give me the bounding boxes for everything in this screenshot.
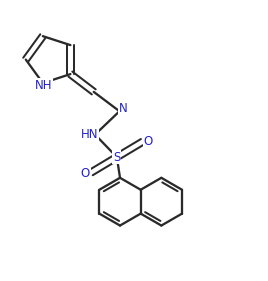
Text: HN: HN xyxy=(80,128,98,140)
Text: N: N xyxy=(118,102,127,115)
Text: S: S xyxy=(113,151,121,164)
Text: O: O xyxy=(144,135,153,148)
Text: NH: NH xyxy=(35,79,52,92)
Text: O: O xyxy=(81,167,90,180)
